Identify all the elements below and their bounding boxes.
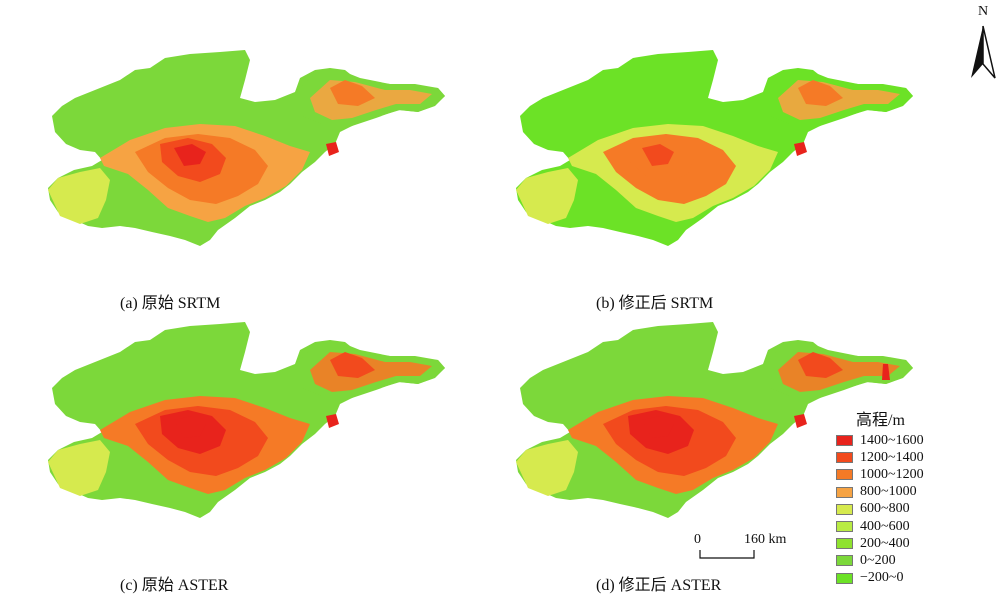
legend-swatch <box>836 486 853 498</box>
legend-item: 1000~1200 <box>836 466 956 483</box>
caption-a: (a) 原始 SRTM <box>120 295 221 312</box>
elevation-legend: 高程/m 1400~1600 1200~1400 1000~1200 800~1000… <box>836 406 956 587</box>
legend-item: 1400~1600 <box>836 432 956 449</box>
caption-c: (c) 原始 ASTER <box>120 577 229 594</box>
legend-label: 1200~1400 <box>860 449 924 465</box>
legend-label: 1000~1200 <box>860 466 924 482</box>
corrected-artifact <box>882 364 890 380</box>
legend-item: 400~600 <box>836 518 956 535</box>
legend-label: 800~1000 <box>860 484 917 500</box>
scale-bar: 0 160 km <box>690 532 800 562</box>
map-panel-c <box>40 312 460 542</box>
legend-swatch <box>836 435 853 447</box>
peninsula-peaks <box>330 80 375 106</box>
legend-item: −200~0 <box>836 570 956 587</box>
relief-map-d <box>516 322 913 518</box>
legend-swatch <box>836 452 853 464</box>
caption-d: (d) 修正后 ASTER <box>596 577 722 594</box>
peninsula-peaks <box>798 80 843 106</box>
summit-area <box>642 144 674 166</box>
peninsula-peaks <box>798 352 843 378</box>
legend-swatch <box>836 538 853 550</box>
western-plain <box>516 168 578 224</box>
legend-swatch <box>836 555 853 567</box>
legend-label: 0~200 <box>860 552 896 568</box>
western-plain <box>516 440 578 496</box>
western-plain <box>48 440 110 496</box>
legend-label: 1400~1600 <box>860 432 924 448</box>
scale-bar-end: 160 km <box>744 532 787 547</box>
legend-item: 1200~1400 <box>836 449 956 466</box>
legend-item: 600~800 <box>836 501 956 518</box>
scale-bar-line <box>699 550 755 559</box>
summit-area <box>642 416 674 438</box>
legend-item: 0~200 <box>836 552 956 569</box>
summit-area <box>174 416 206 438</box>
legend-item: 200~400 <box>836 535 956 552</box>
caption-b: (b) 修正后 SRTM <box>596 295 714 312</box>
legend-swatch <box>836 469 853 481</box>
legend-label: 400~600 <box>860 518 910 534</box>
coastal-peak <box>794 142 807 156</box>
legend-swatch <box>836 572 853 584</box>
western-plain <box>48 168 110 224</box>
legend-label: 600~800 <box>860 501 910 517</box>
map-panel-b <box>508 40 928 270</box>
north-arrow-icon <box>971 25 996 79</box>
relief-map-b <box>516 50 913 246</box>
legend-swatch <box>836 521 853 533</box>
coastal-peak <box>794 414 807 428</box>
north-label: N <box>978 4 989 19</box>
legend-label: 200~400 <box>860 535 910 551</box>
map-panel-a <box>40 40 460 270</box>
scale-bar-start: 0 <box>694 532 701 547</box>
relief-map-a <box>48 50 445 246</box>
legend-swatch <box>836 503 853 515</box>
legend-label: −200~0 <box>860 570 904 586</box>
map-panel-d <box>508 312 928 542</box>
legend-title: 高程/m <box>856 412 905 429</box>
summit-area <box>174 144 206 166</box>
legend-item: 800~1000 <box>836 484 956 501</box>
coastal-peak <box>326 414 339 428</box>
peninsula-peaks <box>330 352 375 378</box>
coastal-peak <box>326 142 339 156</box>
relief-map-c <box>48 322 445 518</box>
